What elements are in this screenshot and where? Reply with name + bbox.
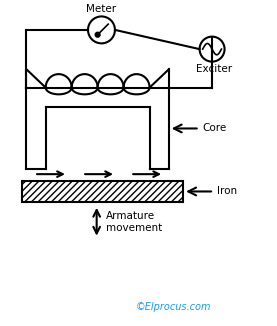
Circle shape xyxy=(95,32,100,37)
Bar xyxy=(22,181,183,202)
Text: Iron: Iron xyxy=(217,186,237,197)
Text: ©Elprocus.com: ©Elprocus.com xyxy=(136,302,211,312)
Text: Exciter: Exciter xyxy=(196,64,232,74)
Text: Core: Core xyxy=(202,124,227,133)
Text: Armature
movement: Armature movement xyxy=(106,211,163,232)
Text: Meter: Meter xyxy=(86,4,117,14)
